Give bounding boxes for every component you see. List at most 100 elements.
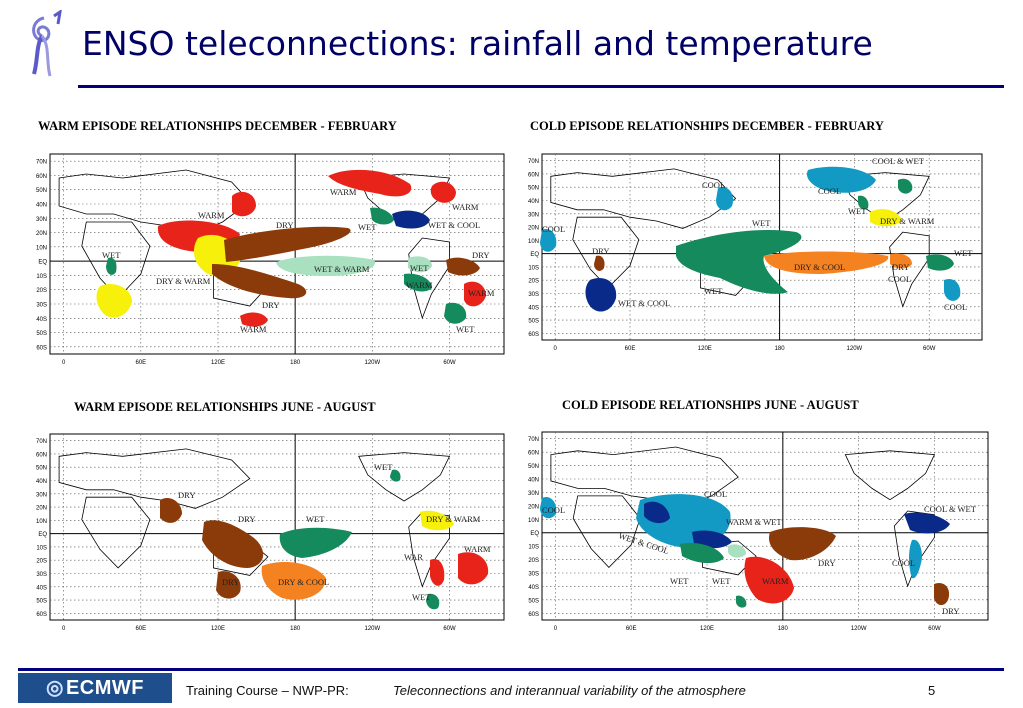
blue-region <box>585 278 617 312</box>
blue-region <box>392 210 430 229</box>
brown-region <box>212 264 307 299</box>
green-region <box>426 593 440 610</box>
orange-region <box>764 251 889 274</box>
region-label: COOL <box>702 180 725 190</box>
continent-outline <box>58 448 251 509</box>
continent-outline <box>840 172 930 222</box>
region-label: WARM & WET <box>726 517 782 527</box>
longitude-label: 60W <box>923 346 936 352</box>
continent-outline <box>81 496 151 569</box>
latitude-label: 30N <box>528 491 539 497</box>
region-label: WET <box>456 324 475 334</box>
latitude-label: 60N <box>36 174 47 180</box>
latitude-label: 70N <box>528 437 539 443</box>
region-label: COOL <box>944 302 967 312</box>
longitude-label: 0 <box>554 626 558 632</box>
region-label: DRY & WARM <box>156 276 211 286</box>
latitude-label: 40S <box>36 317 47 323</box>
latitude-label: 30S <box>36 303 47 309</box>
region-label: WARM <box>240 324 267 334</box>
latitude-label: 60S <box>528 612 539 618</box>
continent-outline <box>889 231 930 308</box>
region-label: WET <box>670 576 689 586</box>
longitude-label: 120E <box>211 360 225 366</box>
latitude-label: 60N <box>528 451 539 457</box>
region-label: DRY <box>892 262 909 272</box>
latitude-label: EQ <box>530 252 539 258</box>
latitude-label: 40N <box>528 199 539 205</box>
cyan-region <box>909 539 922 579</box>
latitude-label: 50N <box>36 188 47 194</box>
region-label: WET <box>410 263 429 273</box>
latitude-label: 70N <box>36 160 47 166</box>
latitude-label: 60N <box>528 172 539 178</box>
longitude-label: 180 <box>290 626 301 632</box>
latitude-label: 40N <box>528 478 539 484</box>
latitude-label: EQ <box>530 531 539 537</box>
latitude-label: 30S <box>36 572 47 578</box>
region-label: COOL & WET <box>872 156 925 166</box>
continent-outline <box>358 452 451 502</box>
longitude-label: 120E <box>700 626 714 632</box>
green-region <box>390 469 401 482</box>
region-label: WARM <box>464 544 491 554</box>
latitude-label: 20S <box>528 558 539 564</box>
brown-region <box>446 257 480 276</box>
latitude-label: 10N <box>36 245 47 251</box>
latitude-label: 20N <box>528 504 539 510</box>
region-label: DRY <box>276 220 293 230</box>
continent-outline <box>550 168 737 229</box>
latitude-label: 60S <box>528 332 539 338</box>
yellow-region <box>870 209 902 227</box>
brown-region <box>934 582 950 606</box>
latitude-label: 50S <box>528 598 539 604</box>
longitude-label: 60E <box>135 360 146 366</box>
latitude-label: EQ <box>38 260 47 266</box>
latitude-label: 20S <box>36 559 47 565</box>
latitude-label: 50N <box>36 466 47 472</box>
region-label: WARM <box>198 210 225 220</box>
title-rule <box>78 85 1004 88</box>
latitude-label: 30N <box>528 212 539 218</box>
panel-title: WARM EPISODE RELATIONSHIPS DECEMBER - FE… <box>38 119 397 133</box>
region-label: WET & WARM <box>314 264 370 274</box>
red-region <box>328 169 412 197</box>
latitude-label: 30N <box>36 217 47 223</box>
green-region <box>279 527 352 558</box>
longitude-label: 60E <box>626 626 637 632</box>
region-label: WET & COOL <box>618 298 670 308</box>
cyan-region <box>716 187 734 211</box>
region-label: DRY <box>818 558 835 568</box>
red-region <box>232 191 256 217</box>
latitude-label: 20S <box>36 288 47 294</box>
latitude-label: 60S <box>36 345 47 351</box>
brown-region <box>160 497 182 523</box>
region-label: COOL <box>704 489 727 499</box>
latitude-label: EQ <box>38 532 47 538</box>
region-label: WET <box>848 206 867 216</box>
blue-region <box>904 512 950 534</box>
latitude-label: 10S <box>528 265 539 271</box>
latitude-label: 40S <box>528 305 539 311</box>
blue-region <box>692 530 732 549</box>
cyan-region <box>806 166 876 193</box>
region-label: COOL <box>892 558 915 568</box>
region-label: WET <box>752 218 771 228</box>
latitude-label: 70N <box>36 439 47 445</box>
region-labels: COOL & WET COOL COOL WET DRY & WARM COOL… <box>542 156 973 312</box>
region-label: COOL & WET <box>924 504 977 514</box>
region-label: DRY & COOL <box>278 577 329 587</box>
brown-region <box>216 571 241 599</box>
region-label: DRY <box>238 514 255 524</box>
brown-region <box>224 226 351 262</box>
footer-subject: Teleconnections and interannual variabil… <box>393 683 746 698</box>
map-cold-jja: 70N 60N 50N 40N 30N 20N 10N EQ 10S 20S 30S 40S 50S 60… <box>520 428 990 636</box>
cyan-region <box>540 496 557 519</box>
latitude-label: 10N <box>36 519 47 525</box>
green-region <box>676 229 802 294</box>
light-green-region <box>408 256 432 273</box>
page-number: 5 <box>928 683 936 698</box>
latitude-label: 70N <box>528 159 539 165</box>
latitude-label: 10N <box>528 239 539 245</box>
green-region <box>404 273 432 292</box>
